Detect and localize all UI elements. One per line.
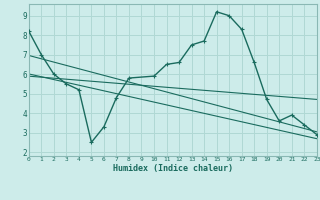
X-axis label: Humidex (Indice chaleur): Humidex (Indice chaleur)	[113, 164, 233, 173]
